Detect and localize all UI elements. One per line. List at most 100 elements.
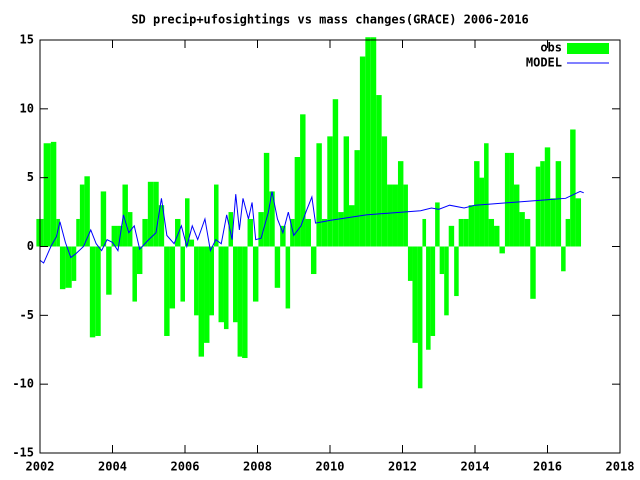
bar [484, 143, 489, 247]
bar [43, 143, 51, 247]
bar [223, 246, 229, 330]
bar [95, 246, 101, 336]
bar [332, 99, 339, 247]
bar [209, 246, 214, 316]
bar [300, 114, 306, 247]
bar [316, 143, 322, 247]
bar [233, 246, 238, 323]
bar [252, 246, 259, 302]
bar [349, 205, 355, 247]
bar [290, 218, 295, 247]
x-tick-label: 2008 [243, 460, 272, 474]
bar [158, 205, 165, 247]
bar [50, 141, 57, 247]
bar [242, 246, 248, 359]
bar [132, 246, 137, 302]
x-tick-label: 2004 [98, 460, 127, 474]
bar [454, 246, 459, 297]
bar [468, 205, 475, 247]
bar [269, 191, 275, 247]
bar [189, 239, 195, 247]
bar [214, 184, 219, 247]
legend-label: obs [540, 41, 562, 55]
bar [417, 246, 423, 389]
bar [79, 184, 85, 247]
bar [153, 181, 159, 247]
bar [479, 177, 485, 247]
bar [338, 212, 344, 247]
bar [305, 218, 311, 247]
bar [175, 218, 181, 247]
x-tick-label: 2014 [461, 460, 490, 474]
bar [198, 246, 205, 357]
bar [565, 218, 571, 247]
bar [426, 246, 431, 350]
y-tick-label: 15 [20, 33, 34, 47]
bar [204, 246, 210, 343]
bar [122, 184, 128, 247]
bar [59, 246, 66, 290]
bar [412, 246, 418, 343]
y-tick-label: 0 [27, 239, 34, 253]
bar [540, 161, 545, 247]
bar [513, 184, 520, 247]
bar [535, 166, 541, 247]
bar [463, 218, 469, 247]
y-tick-label: -15 [12, 446, 34, 460]
bar [136, 246, 143, 275]
bar [142, 218, 148, 247]
bar [530, 246, 536, 299]
bar [555, 161, 562, 247]
bar [494, 225, 500, 247]
legend-label: MODEL [526, 56, 562, 70]
bar [474, 161, 480, 247]
bar [444, 246, 449, 316]
bar [147, 181, 154, 247]
bar [550, 198, 556, 247]
bar [365, 37, 371, 247]
bar [111, 225, 118, 247]
bar [343, 136, 350, 247]
bar [488, 218, 495, 247]
bar [84, 176, 90, 247]
bar [397, 161, 404, 247]
bar [294, 157, 301, 247]
bar [524, 218, 531, 247]
bar [561, 246, 566, 272]
bar [575, 198, 582, 247]
bar [127, 212, 133, 247]
x-tick-label: 2016 [533, 460, 562, 474]
x-tick-label: 2006 [171, 460, 200, 474]
bar [435, 202, 440, 247]
bar [570, 129, 576, 247]
bar [228, 212, 234, 247]
bar [387, 184, 393, 247]
bar [376, 95, 382, 247]
bar [354, 150, 360, 247]
x-tick-label: 2002 [26, 460, 55, 474]
x-tick-label: 2018 [606, 460, 635, 474]
bar [237, 246, 243, 357]
bar [327, 136, 333, 247]
bar [403, 184, 408, 247]
model-line [39, 190, 584, 264]
legend-swatch [567, 43, 609, 54]
y-tick-label: -5 [20, 308, 34, 322]
bar [164, 246, 170, 336]
bar [100, 191, 107, 247]
bar [392, 184, 398, 247]
bar [194, 246, 199, 316]
bar [359, 56, 366, 247]
bar [247, 218, 253, 247]
y-tick-label: -10 [12, 377, 34, 391]
bar [458, 218, 464, 247]
bar [504, 152, 510, 247]
bar [71, 246, 77, 281]
bar [218, 246, 224, 323]
bar [76, 218, 80, 247]
bar [280, 225, 286, 247]
bar [370, 37, 377, 247]
bar [439, 246, 445, 275]
bar [89, 246, 96, 338]
